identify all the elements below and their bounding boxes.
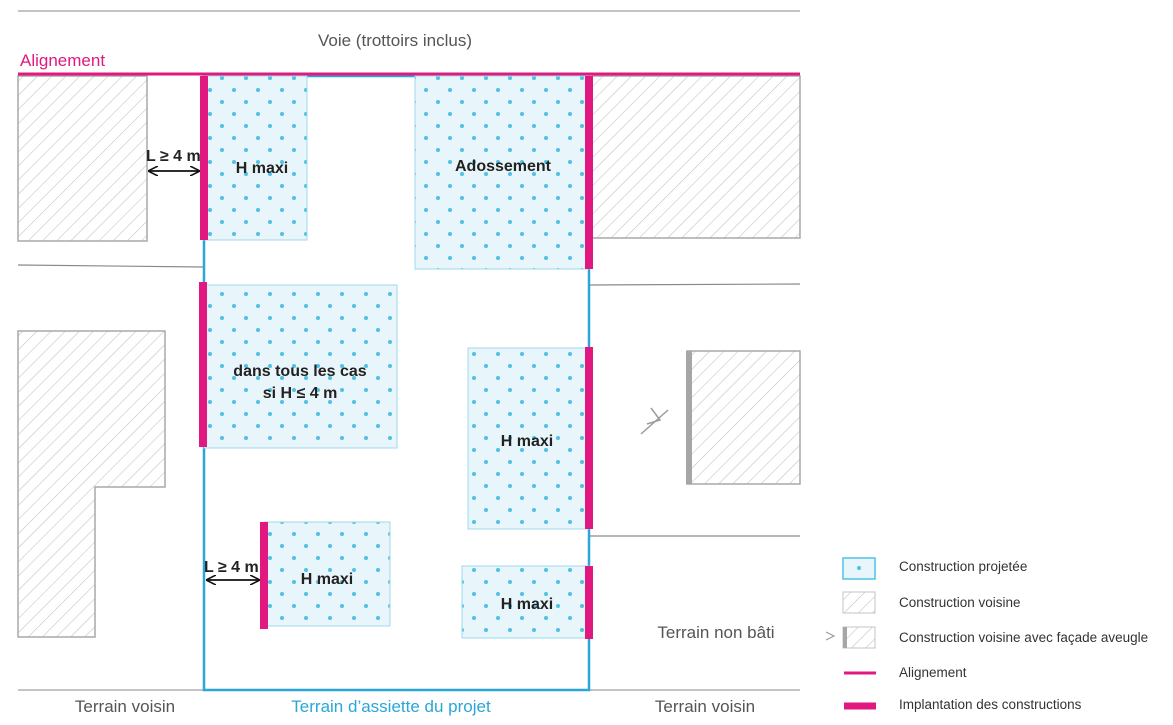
label-terrain-voisin-left: Terrain voisin — [75, 697, 175, 716]
neighbour-building-left — [17, 330, 166, 638]
block-label-top-left: H maxi — [236, 160, 288, 177]
block-label-bottom-right: H maxi — [501, 596, 553, 613]
legend-dot — [857, 566, 861, 570]
neighbour-building-blind-facade — [686, 350, 801, 485]
boundary-left — [17, 264, 205, 268]
legend-swatch-aveugle — [842, 626, 876, 649]
legend-blind-facade-icon — [825, 631, 836, 641]
road-label: Voie (trottoirs inclus) — [318, 31, 472, 50]
legend-label-voisine: Construction voisine — [899, 595, 1021, 610]
legend: Construction projetée Construction voisi… — [825, 557, 1148, 712]
block-label-middle-1: dans tous les cas — [233, 363, 366, 380]
legend-label-implantation: Implantation des constructions — [899, 697, 1082, 712]
legend-label-aveugle: Construction voisine avec façade aveugle — [899, 630, 1148, 645]
legend-item-construction-voisine: Construction voisine — [842, 591, 1021, 614]
legend-item-implantation: Implantation des constructions — [844, 697, 1082, 712]
neighbour-building-top-left — [17, 75, 148, 242]
legend-item-construction-projetee: Construction projetée — [842, 557, 1027, 580]
alignment-label: Alignement — [20, 51, 105, 70]
block-adossement — [414, 75, 590, 270]
legend-label-alignement: Alignement — [899, 665, 967, 680]
dimension-label-top: L ≥ 4 m — [146, 148, 201, 165]
block-label-middle-2: si H ≤ 4 m — [263, 385, 338, 402]
boundary-right-top — [588, 283, 801, 286]
block-label-right-middle: H maxi — [501, 433, 553, 450]
block-bottom-left — [263, 521, 391, 627]
legend-swatch-voisine — [842, 591, 876, 614]
label-terrain-assiette: Terrain d’assiette du projet — [291, 697, 491, 716]
block-top-left — [203, 75, 308, 241]
block-label-adossement: Adossement — [455, 158, 552, 175]
legend-item-alignement: Alignement — [844, 665, 967, 680]
label-terrain-voisin-right: Terrain voisin — [655, 697, 755, 716]
legend-item-construction-voisine-aveugle: Construction voisine avec façade aveugle — [825, 626, 1148, 649]
block-middle-left — [203, 284, 398, 449]
neighbour-building-top-right — [591, 75, 801, 239]
block-bottom-right — [461, 565, 590, 639]
label-terrain-non-bati: Terrain non bâti — [657, 623, 774, 642]
legend-label-projetee: Construction projetée — [899, 559, 1027, 574]
dimension-label-bottom: L ≥ 4 m — [204, 559, 259, 576]
block-label-bottom-left: H maxi — [301, 571, 353, 588]
blind-facade-symbol — [640, 407, 669, 435]
